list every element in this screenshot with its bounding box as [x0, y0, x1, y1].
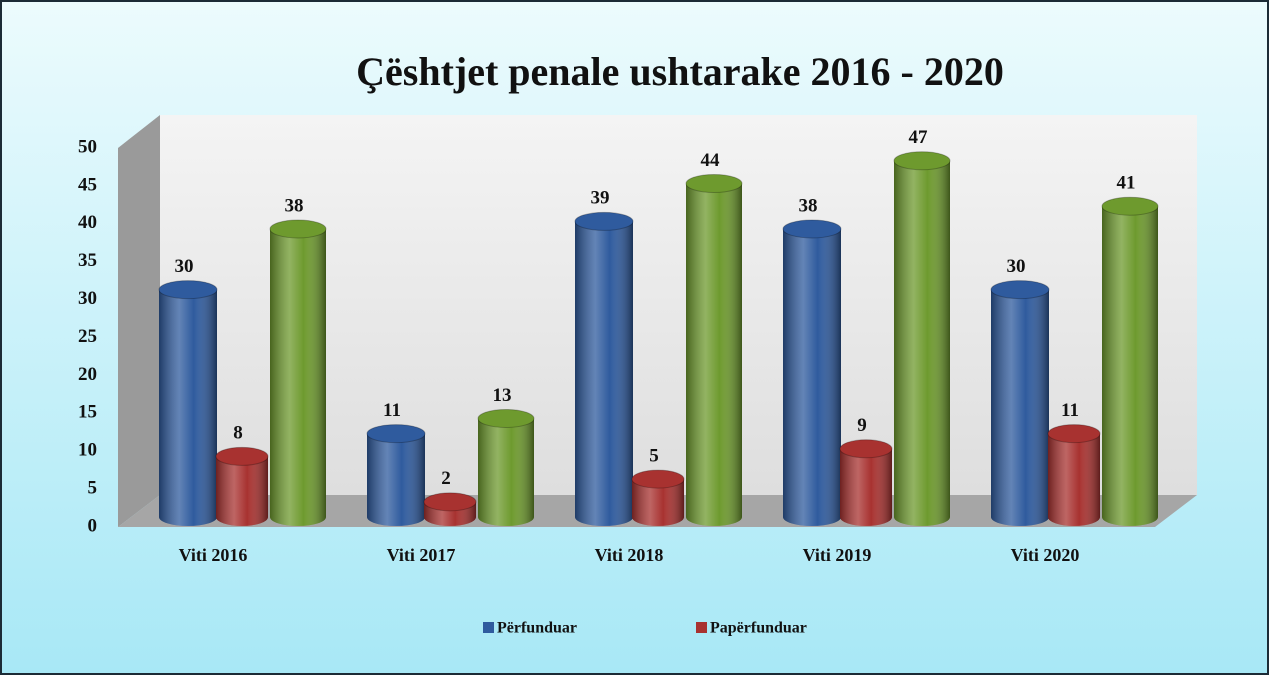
cylinder-top	[366, 424, 426, 444]
legend-swatch	[483, 622, 494, 633]
y-tick-label: 0	[88, 515, 98, 536]
value-label: 8	[233, 423, 243, 444]
cylinder-top	[839, 439, 893, 459]
cylinder-top	[990, 280, 1050, 300]
cylinder-top	[477, 408, 535, 428]
cylinder-shade	[478, 418, 534, 526]
y-tick-label: 35	[78, 250, 97, 271]
legend-swatch	[696, 622, 707, 633]
cylinder-top	[215, 446, 269, 466]
value-label: 44	[701, 150, 721, 171]
legend-label: Papërfunduar	[710, 620, 807, 637]
cylinder-shade	[159, 289, 217, 526]
cylinder-shade	[367, 433, 425, 526]
x-tick-label: Viti 2020	[1011, 545, 1080, 565]
cylinder-shade	[686, 183, 742, 527]
cylinder-shade	[894, 160, 950, 527]
y-tick-label: 20	[78, 364, 97, 385]
y-tick-label: 50	[78, 136, 97, 157]
value-label: 38	[285, 195, 304, 216]
cylinder-top	[269, 219, 327, 239]
value-label: 41	[1117, 173, 1136, 194]
cylinder-top	[574, 211, 634, 231]
y-tick-label: 5	[88, 477, 98, 498]
cylinder-shade	[632, 479, 684, 526]
value-label: 9	[857, 415, 867, 436]
x-tick-label: Viti 2017	[387, 545, 456, 565]
y-tick-label: 15	[78, 402, 97, 423]
cylinder-top	[782, 219, 842, 239]
cylinder-top	[1101, 196, 1159, 216]
cylinder-shade	[216, 456, 268, 526]
cylinder-top	[631, 469, 685, 489]
cylinder-shade	[1048, 433, 1100, 526]
x-tick-label: Viti 2019	[803, 545, 872, 565]
value-label: 11	[1061, 400, 1079, 421]
cylinder-top	[685, 173, 743, 193]
value-label: 39	[591, 188, 610, 209]
cylinder-top	[893, 151, 951, 171]
x-tick-label: Viti 2018	[595, 545, 664, 565]
y-tick-label: 25	[78, 326, 97, 347]
cylinder-shade	[991, 289, 1049, 526]
legend-label: Përfunduar	[497, 620, 577, 637]
chart-title: Çështjet penale ushtarake 2016 - 2020	[356, 49, 1004, 94]
value-label: 30	[175, 256, 194, 277]
y-tick-label: 45	[78, 174, 97, 195]
value-label: 2	[441, 468, 451, 489]
cylinder-top	[158, 280, 218, 300]
side-wall	[118, 115, 160, 527]
y-tick-label: 10	[78, 440, 97, 461]
value-label: 5	[649, 445, 659, 466]
value-label: 11	[383, 400, 401, 421]
cylinder-shade	[575, 221, 633, 526]
value-label: 13	[493, 385, 512, 406]
value-label: 30	[1007, 256, 1026, 277]
value-label: 38	[799, 195, 818, 216]
value-label: 47	[909, 127, 929, 148]
y-tick-label: 40	[78, 212, 97, 233]
cylinder-shade	[1102, 206, 1158, 526]
x-tick-label: Viti 2016	[179, 545, 248, 565]
cylinder-shade	[840, 448, 892, 526]
cylinder-shade	[270, 228, 326, 526]
cylinder-top	[423, 492, 477, 512]
y-tick-label: 30	[78, 288, 97, 309]
cylinder-shade	[783, 228, 841, 526]
cylinder-top	[1047, 424, 1101, 444]
